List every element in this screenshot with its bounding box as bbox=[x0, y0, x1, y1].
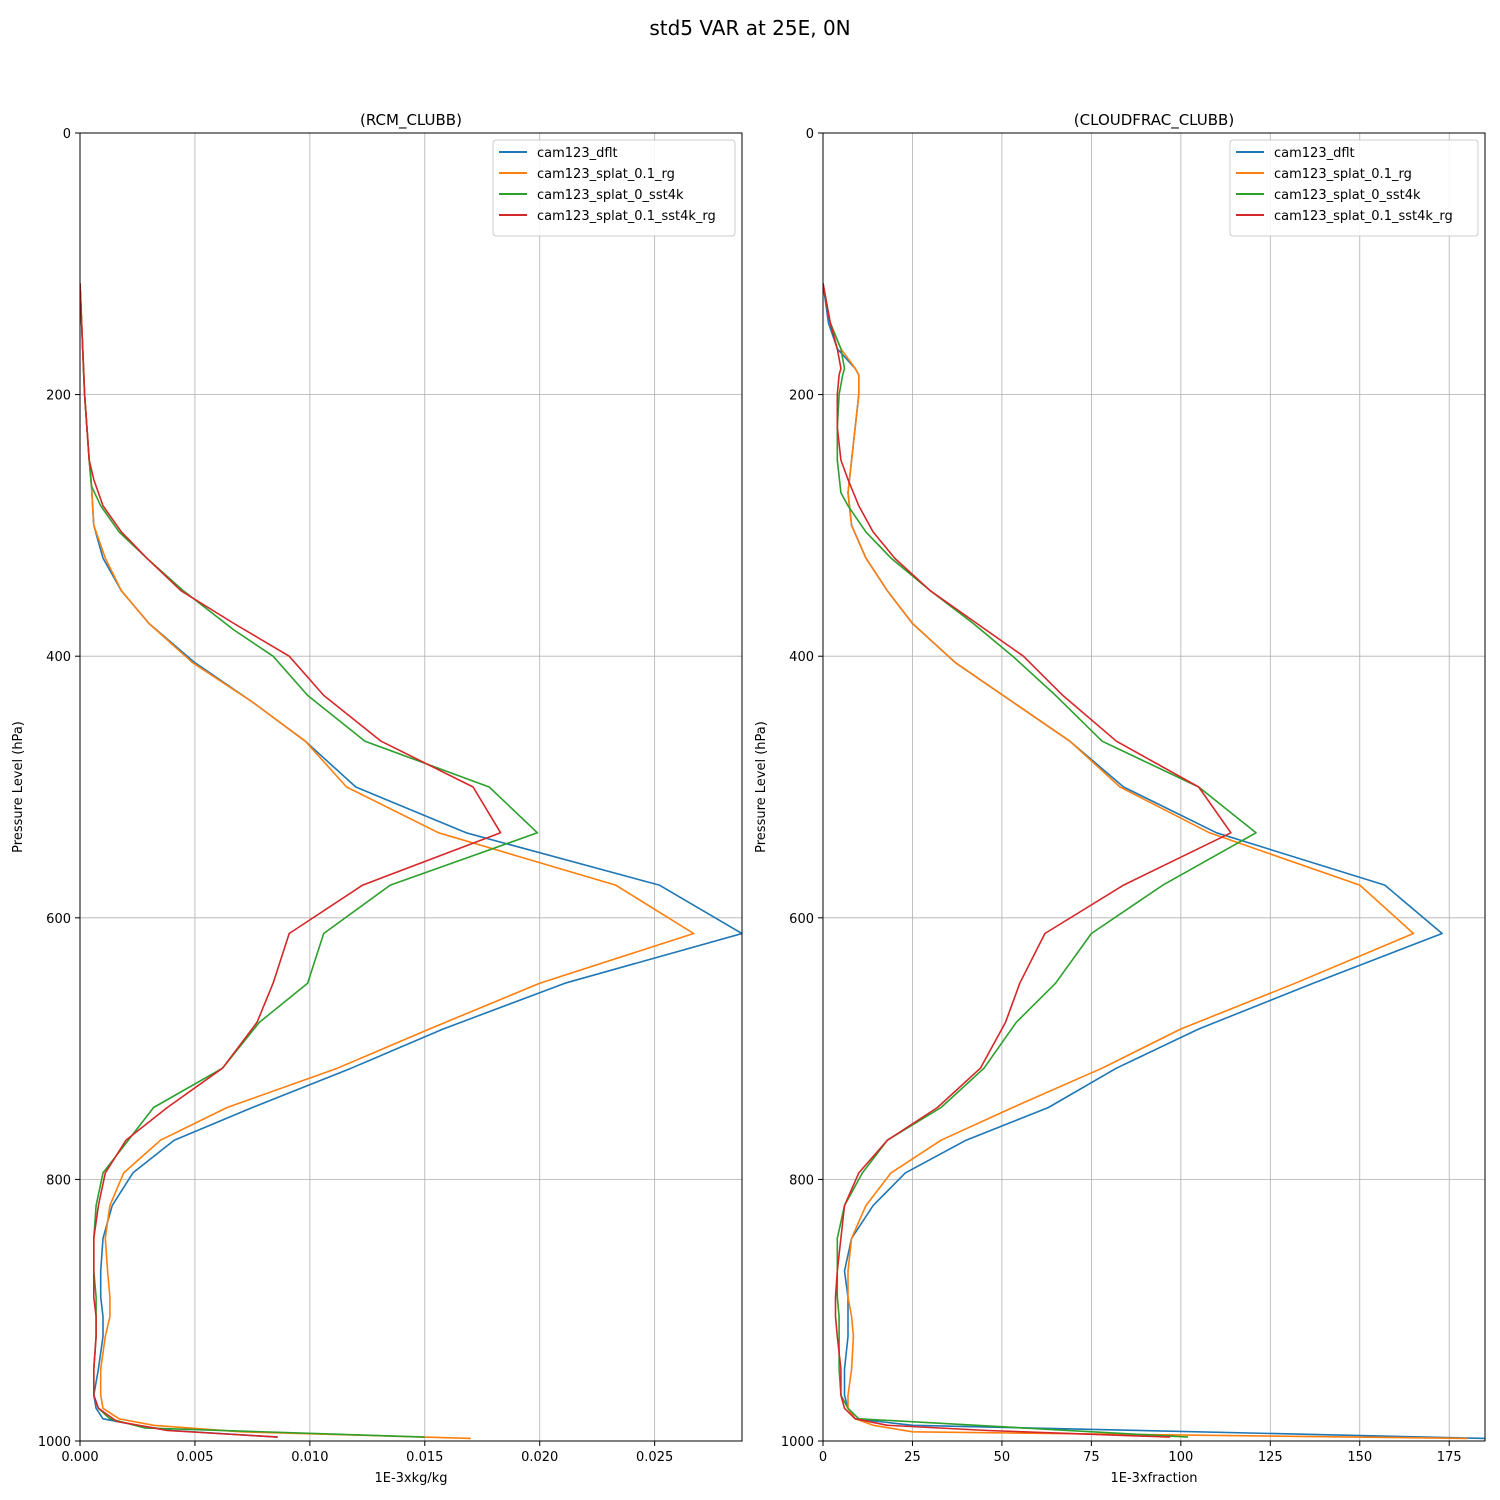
series-line-1 bbox=[80, 283, 742, 1438]
legend-label: cam123_splat_0.1_rg bbox=[1274, 167, 1412, 182]
x-axis-label: 1E-3xkg/kg bbox=[374, 1471, 447, 1486]
x-tick-label: 100 bbox=[1168, 1450, 1193, 1465]
legend: cam123_dflt cam123_splat_0.1_rg cam123_spl… bbox=[1229, 139, 1479, 237]
x-tick-label: 0.025 bbox=[636, 1450, 673, 1465]
legend-label: cam123_splat_0_sst4k bbox=[1274, 188, 1421, 203]
y-tick-label: 200 bbox=[789, 389, 814, 404]
series-line-2 bbox=[80, 283, 695, 1440]
x-tick-label: 125 bbox=[1258, 1450, 1283, 1465]
series-line-3 bbox=[80, 283, 539, 1438]
figure-suptitle: std5 VAR at 25E, 0N bbox=[649, 16, 851, 40]
y-tick-label: 0 bbox=[806, 127, 814, 142]
panel-title: (RCM_CLUBB) bbox=[360, 111, 462, 130]
y-tick-label: 1000 bbox=[781, 1435, 814, 1450]
legend-label: cam123_splat_0.1_sst4k_rg bbox=[1274, 209, 1453, 224]
legend-label: cam123_dflt bbox=[1274, 146, 1355, 161]
x-tick-label: 0 bbox=[819, 1450, 827, 1465]
x-tick-label: 75 bbox=[1083, 1450, 1100, 1465]
x-tick-label: 0.015 bbox=[406, 1450, 443, 1465]
y-tick-label: 200 bbox=[46, 389, 71, 404]
legend-label: cam123_splat_0_sst4k bbox=[537, 188, 684, 203]
legend-box bbox=[492, 139, 736, 237]
y-tick-label: 400 bbox=[46, 650, 71, 665]
x-tick-label: 0.020 bbox=[521, 1450, 558, 1465]
x-tick-label: 175 bbox=[1437, 1450, 1462, 1465]
series-line-3 bbox=[823, 283, 1257, 1438]
y-tick-label: 600 bbox=[46, 912, 71, 927]
y-tick-label: 800 bbox=[789, 1173, 814, 1188]
x-tick-label: 0.010 bbox=[291, 1450, 328, 1465]
x-axis-label: 1E-3xfraction bbox=[1110, 1471, 1197, 1486]
panel-title: (CLOUDFRAC_CLUBB) bbox=[1074, 111, 1234, 130]
legend-label: cam123_splat_0.1_rg bbox=[537, 167, 675, 182]
axes-frame bbox=[822, 132, 1486, 1442]
y-tick-label: 1000 bbox=[38, 1435, 71, 1450]
x-tick-label: 150 bbox=[1347, 1450, 1372, 1465]
y-tick-label: 0 bbox=[63, 127, 71, 142]
legend-box bbox=[1229, 139, 1479, 237]
series-line-1 bbox=[823, 283, 1485, 1440]
axes-frame bbox=[79, 132, 743, 1442]
legend-label: cam123_dflt bbox=[537, 146, 618, 161]
series-line-2 bbox=[823, 283, 1468, 1440]
series-line-4 bbox=[80, 283, 502, 1438]
y-tick-label: 600 bbox=[789, 912, 814, 927]
chart-panel-1: 0.000 0.005 0.010 0.015 0.020 0.025 0 200 400 600… bbox=[11, 111, 743, 1486]
x-tick-label: 0.000 bbox=[61, 1450, 98, 1465]
y-tick-label: 800 bbox=[46, 1173, 71, 1188]
legend-label: cam123_splat_0.1_sst4k_rg bbox=[537, 209, 716, 224]
y-tick-label: 400 bbox=[789, 650, 814, 665]
legend: cam123_dflt cam123_splat_0.1_rg cam123_spl… bbox=[492, 139, 736, 237]
chart-panel-2: 0 25 50 75 100 125 150 175 0 200 400 600 800 1000 (CLO… bbox=[754, 111, 1486, 1486]
series-line-4 bbox=[823, 283, 1232, 1438]
x-tick-label: 25 bbox=[904, 1450, 921, 1465]
x-tick-label: 0.005 bbox=[176, 1450, 213, 1465]
x-tick-label: 50 bbox=[994, 1450, 1011, 1465]
y-axis-label: Pressure Level (hPa) bbox=[754, 721, 769, 853]
y-axis-label: Pressure Level (hPa) bbox=[11, 721, 26, 853]
